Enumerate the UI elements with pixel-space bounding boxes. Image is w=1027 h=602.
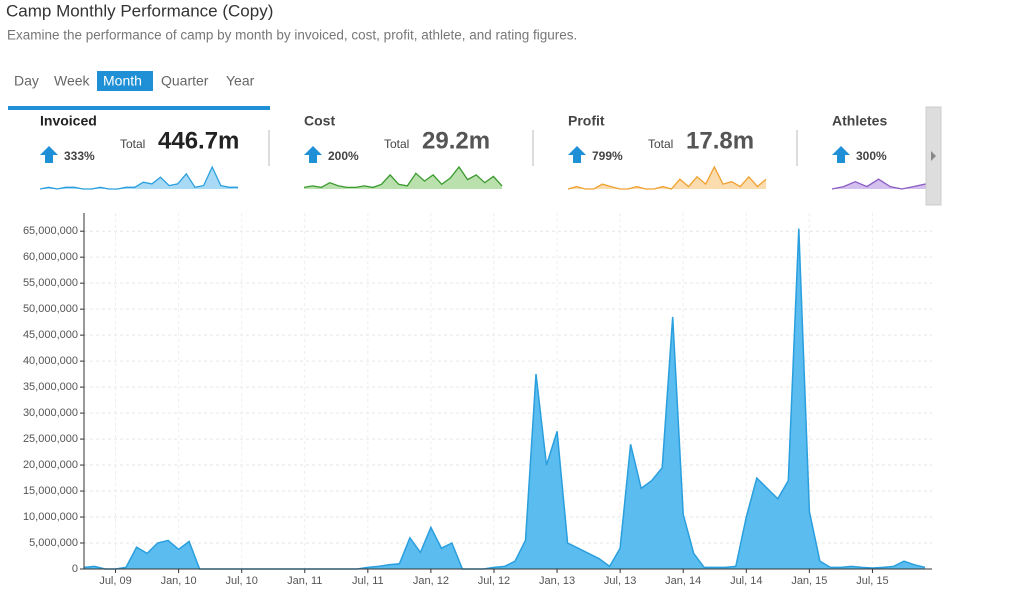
up-arrow [40,146,58,163]
x-tick-label: Jul, 14 [730,575,762,587]
x-tick-label: Jan, 13 [539,575,575,587]
sparkline-line [303,165,503,189]
x-tick-label: Jan, 12 [413,575,449,587]
kpi-name: Cost [304,113,335,129]
x-tick-label: Jul, 11 [352,575,384,587]
kpi-total: 446.7m [158,127,239,154]
kpi-card[interactable]: Invoiced 333% Total 446.7m [39,113,270,190]
page-subtitle: Examine the performance of camp by month… [7,28,577,43]
y-tick-label: 20,000,000 [23,459,78,471]
kpi-name: Invoiced [40,113,97,129]
up-arrow [304,146,322,163]
x-tick-label: Jul, 15 [856,575,888,587]
y-tick-label: 60,000,000 [23,251,78,263]
tab-active-bg [97,71,153,91]
x-tick-label: Jan, 11 [287,575,322,587]
sparkline-area [304,167,502,189]
kpi-card[interactable]: Cost 200% Total 29.2m [303,113,534,189]
x-tick-label: Jan, 14 [665,575,701,587]
sparkline-area [568,167,766,189]
kpi-name: Athletes [832,113,887,129]
area-fill [84,228,925,569]
sparkline-area [832,179,926,189]
y-tick-label: 65,000,000 [23,225,78,237]
kpi-card[interactable]: Profit 799% Total 17.8m [567,113,798,190]
y-tick-label: 50,000,000 [23,303,78,315]
kpi-total-label: Total [384,137,409,151]
x-tick-label: Jan, 10 [161,575,197,587]
kpi-name: Profit [568,113,605,129]
x-tick-label: Jul, 13 [604,575,636,587]
kpi-change: 200% [328,149,359,163]
kpi-total-label: Total [120,137,145,151]
kpi-change: 333% [64,149,95,163]
kpi-total-label: Total [648,137,673,151]
tab[interactable]: Week [54,73,91,89]
tab[interactable]: Year [226,73,255,89]
y-tick-label: 15,000,000 [23,485,78,497]
up-arrow [568,146,586,163]
y-tick-label: 35,000,000 [23,381,78,393]
y-tick-label: 0 [72,563,78,575]
active-card-bar [8,106,270,110]
sparkline-line [39,165,238,190]
up-arrow [832,146,850,163]
y-tick-label: 30,000,000 [23,407,78,419]
kpi-change: 799% [592,149,623,163]
scroll-arrow [931,151,936,161]
kpi-total: 17.8m [686,127,754,154]
tab[interactable]: Month [103,73,142,89]
kpi-card[interactable]: Athletes 300% [831,113,1027,190]
sparkline-area [40,167,238,189]
sparkline-line [567,165,767,190]
y-tick-label: 45,000,000 [23,329,78,341]
y-tick-label: 40,000,000 [23,355,78,367]
y-tick-label: 10,000,000 [23,511,78,523]
y-tick-label: 5,000,000 [29,537,78,549]
page-title: Camp Monthly Performance (Copy) [6,1,273,20]
x-tick-label: Jan, 15 [791,575,827,587]
x-tick-label: Jul, 12 [478,575,510,587]
x-tick-label: Jul, 10 [225,575,257,587]
y-tick-label: 25,000,000 [23,433,78,445]
tab[interactable]: Quarter [161,73,209,89]
kpi-total: 29.2m [422,127,490,154]
tab[interactable]: Day [14,73,39,89]
x-tick-label: Jul, 09 [99,575,131,587]
kpi-change: 300% [856,149,887,163]
sparkline-line [831,178,926,190]
y-tick-label: 55,000,000 [23,277,78,289]
